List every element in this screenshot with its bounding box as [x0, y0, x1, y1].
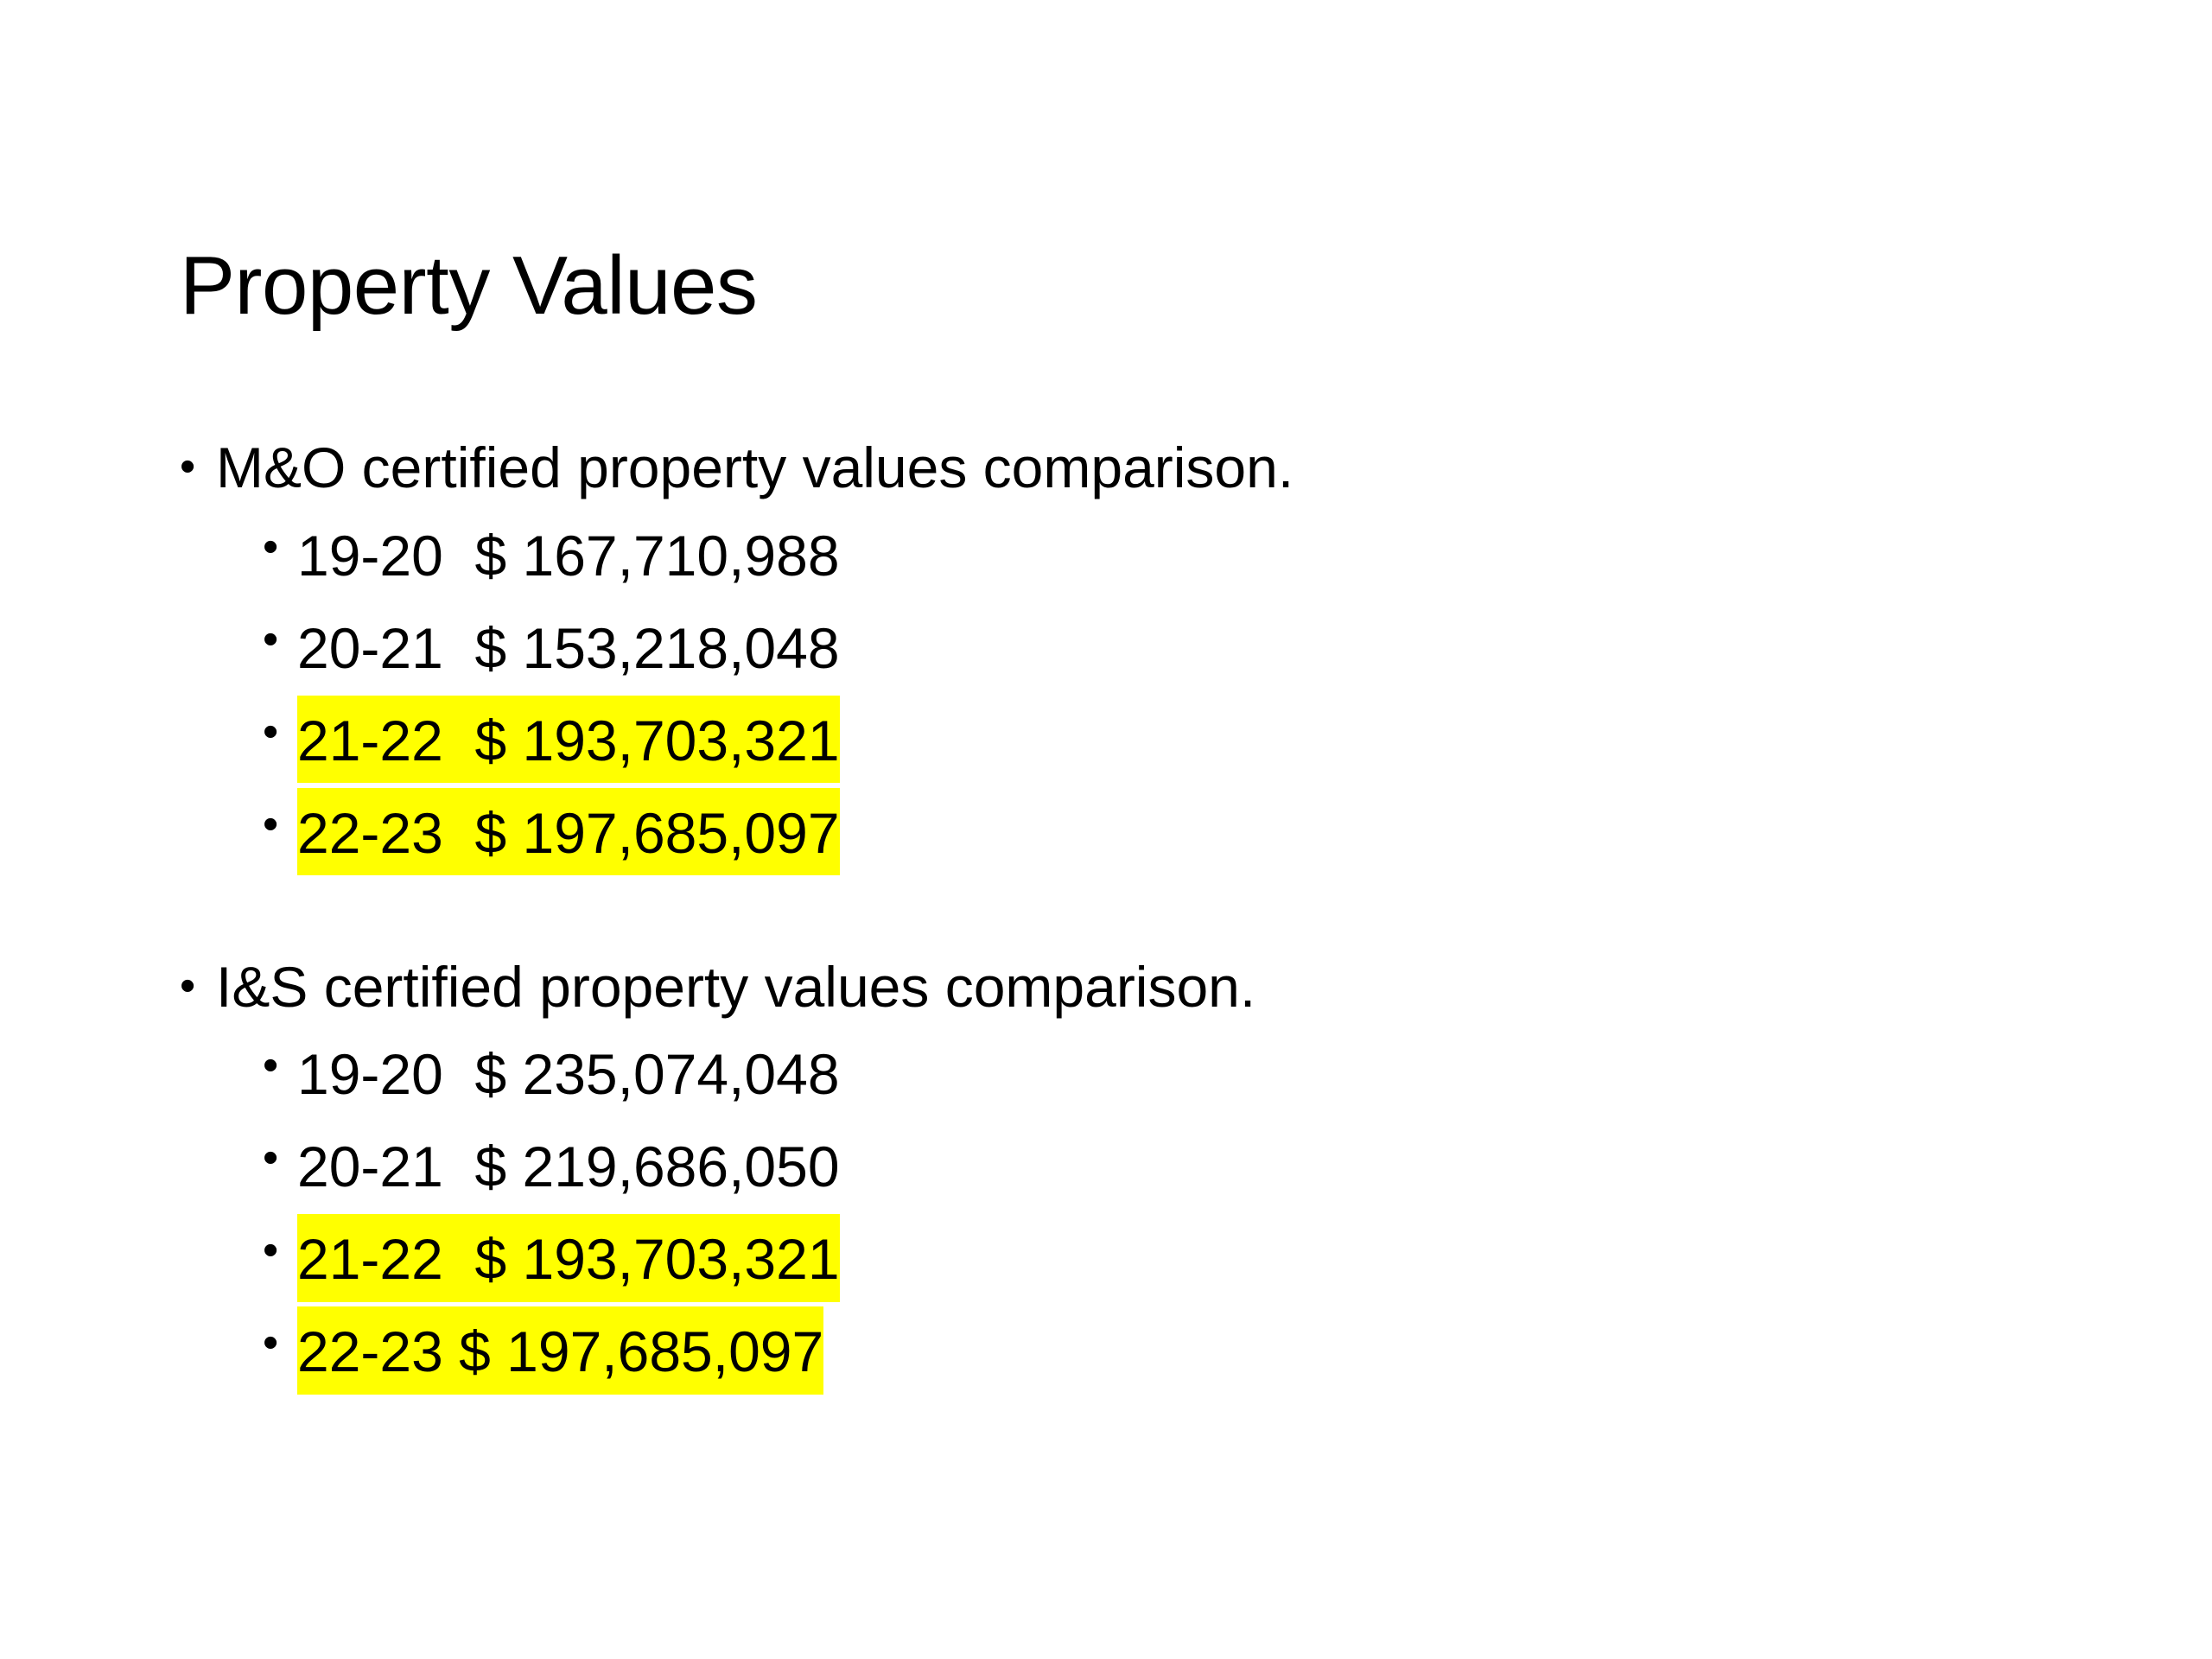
section-heading-label: I&S certified property values comparison… — [216, 954, 1256, 1019]
list-item: • 19-20 $ 167,710,988 — [180, 511, 1994, 603]
section-mo: • M&O certified property values comparis… — [180, 432, 1994, 880]
section-heading-row: • M&O certified property values comparis… — [180, 432, 1994, 504]
bullet-dot-icon: • — [263, 1318, 279, 1368]
list-item: • 19-20 $ 235,074,048 — [180, 1029, 1994, 1122]
bullet-dot-icon: • — [263, 1225, 279, 1275]
bullet-dot-icon: • — [263, 798, 279, 849]
bullet-dot-icon: • — [263, 613, 279, 664]
bullet-dot-icon: • — [263, 1133, 279, 1183]
section-heading-row: • I&S certified property values comparis… — [180, 951, 1994, 1023]
slide-body: • M&O certified property values comparis… — [180, 432, 1994, 1399]
section-is: • I&S certified property values comparis… — [180, 951, 1994, 1400]
list-item: • 20-21 $ 153,218,048 — [180, 603, 1994, 696]
value-list-is: • 19-20 $ 235,074,048 • 20-21 $ 219,686,… — [180, 1029, 1994, 1399]
bullet-dot-icon: • — [263, 706, 279, 757]
value-row-label: 20-21 $ 153,218,048 — [297, 615, 840, 680]
list-item: • 21-22 $ 193,703,321 — [180, 695, 1994, 788]
bullet-dot-icon: • — [263, 1040, 279, 1090]
bullet-dot-icon: • — [180, 960, 196, 1011]
list-item: • 20-21 $ 219,686,050 — [180, 1122, 1994, 1214]
bullet-dot-icon: • — [180, 442, 196, 492]
section-heading-label: M&O certified property values comparison… — [216, 435, 1294, 499]
value-row-label-highlighted: 21-22 $ 193,703,321 — [297, 695, 840, 784]
value-list-mo: • 19-20 $ 167,710,988 • 20-21 $ 153,218,… — [180, 511, 1994, 880]
bullet-dot-icon: • — [263, 521, 279, 572]
value-row-label: 19-20 $ 235,074,048 — [297, 1042, 840, 1106]
value-row-label-highlighted: 21-22 $ 193,703,321 — [297, 1214, 840, 1302]
value-row-label: 20-21 $ 219,686,050 — [297, 1135, 840, 1198]
page-title: Property Values — [180, 239, 758, 333]
list-item: • 21-22 $ 193,703,321 — [180, 1214, 1994, 1306]
list-item: • 22-23 $ 197,685,097 — [180, 787, 1994, 880]
list-item: • 22-23 $ 197,685,097 — [180, 1306, 1994, 1399]
value-row-label-highlighted: 22-23 $ 197,685,097 — [297, 1306, 824, 1395]
value-row-label-highlighted: 22-23 $ 197,685,097 — [297, 787, 840, 876]
value-row-label: 19-20 $ 167,710,988 — [297, 523, 840, 588]
